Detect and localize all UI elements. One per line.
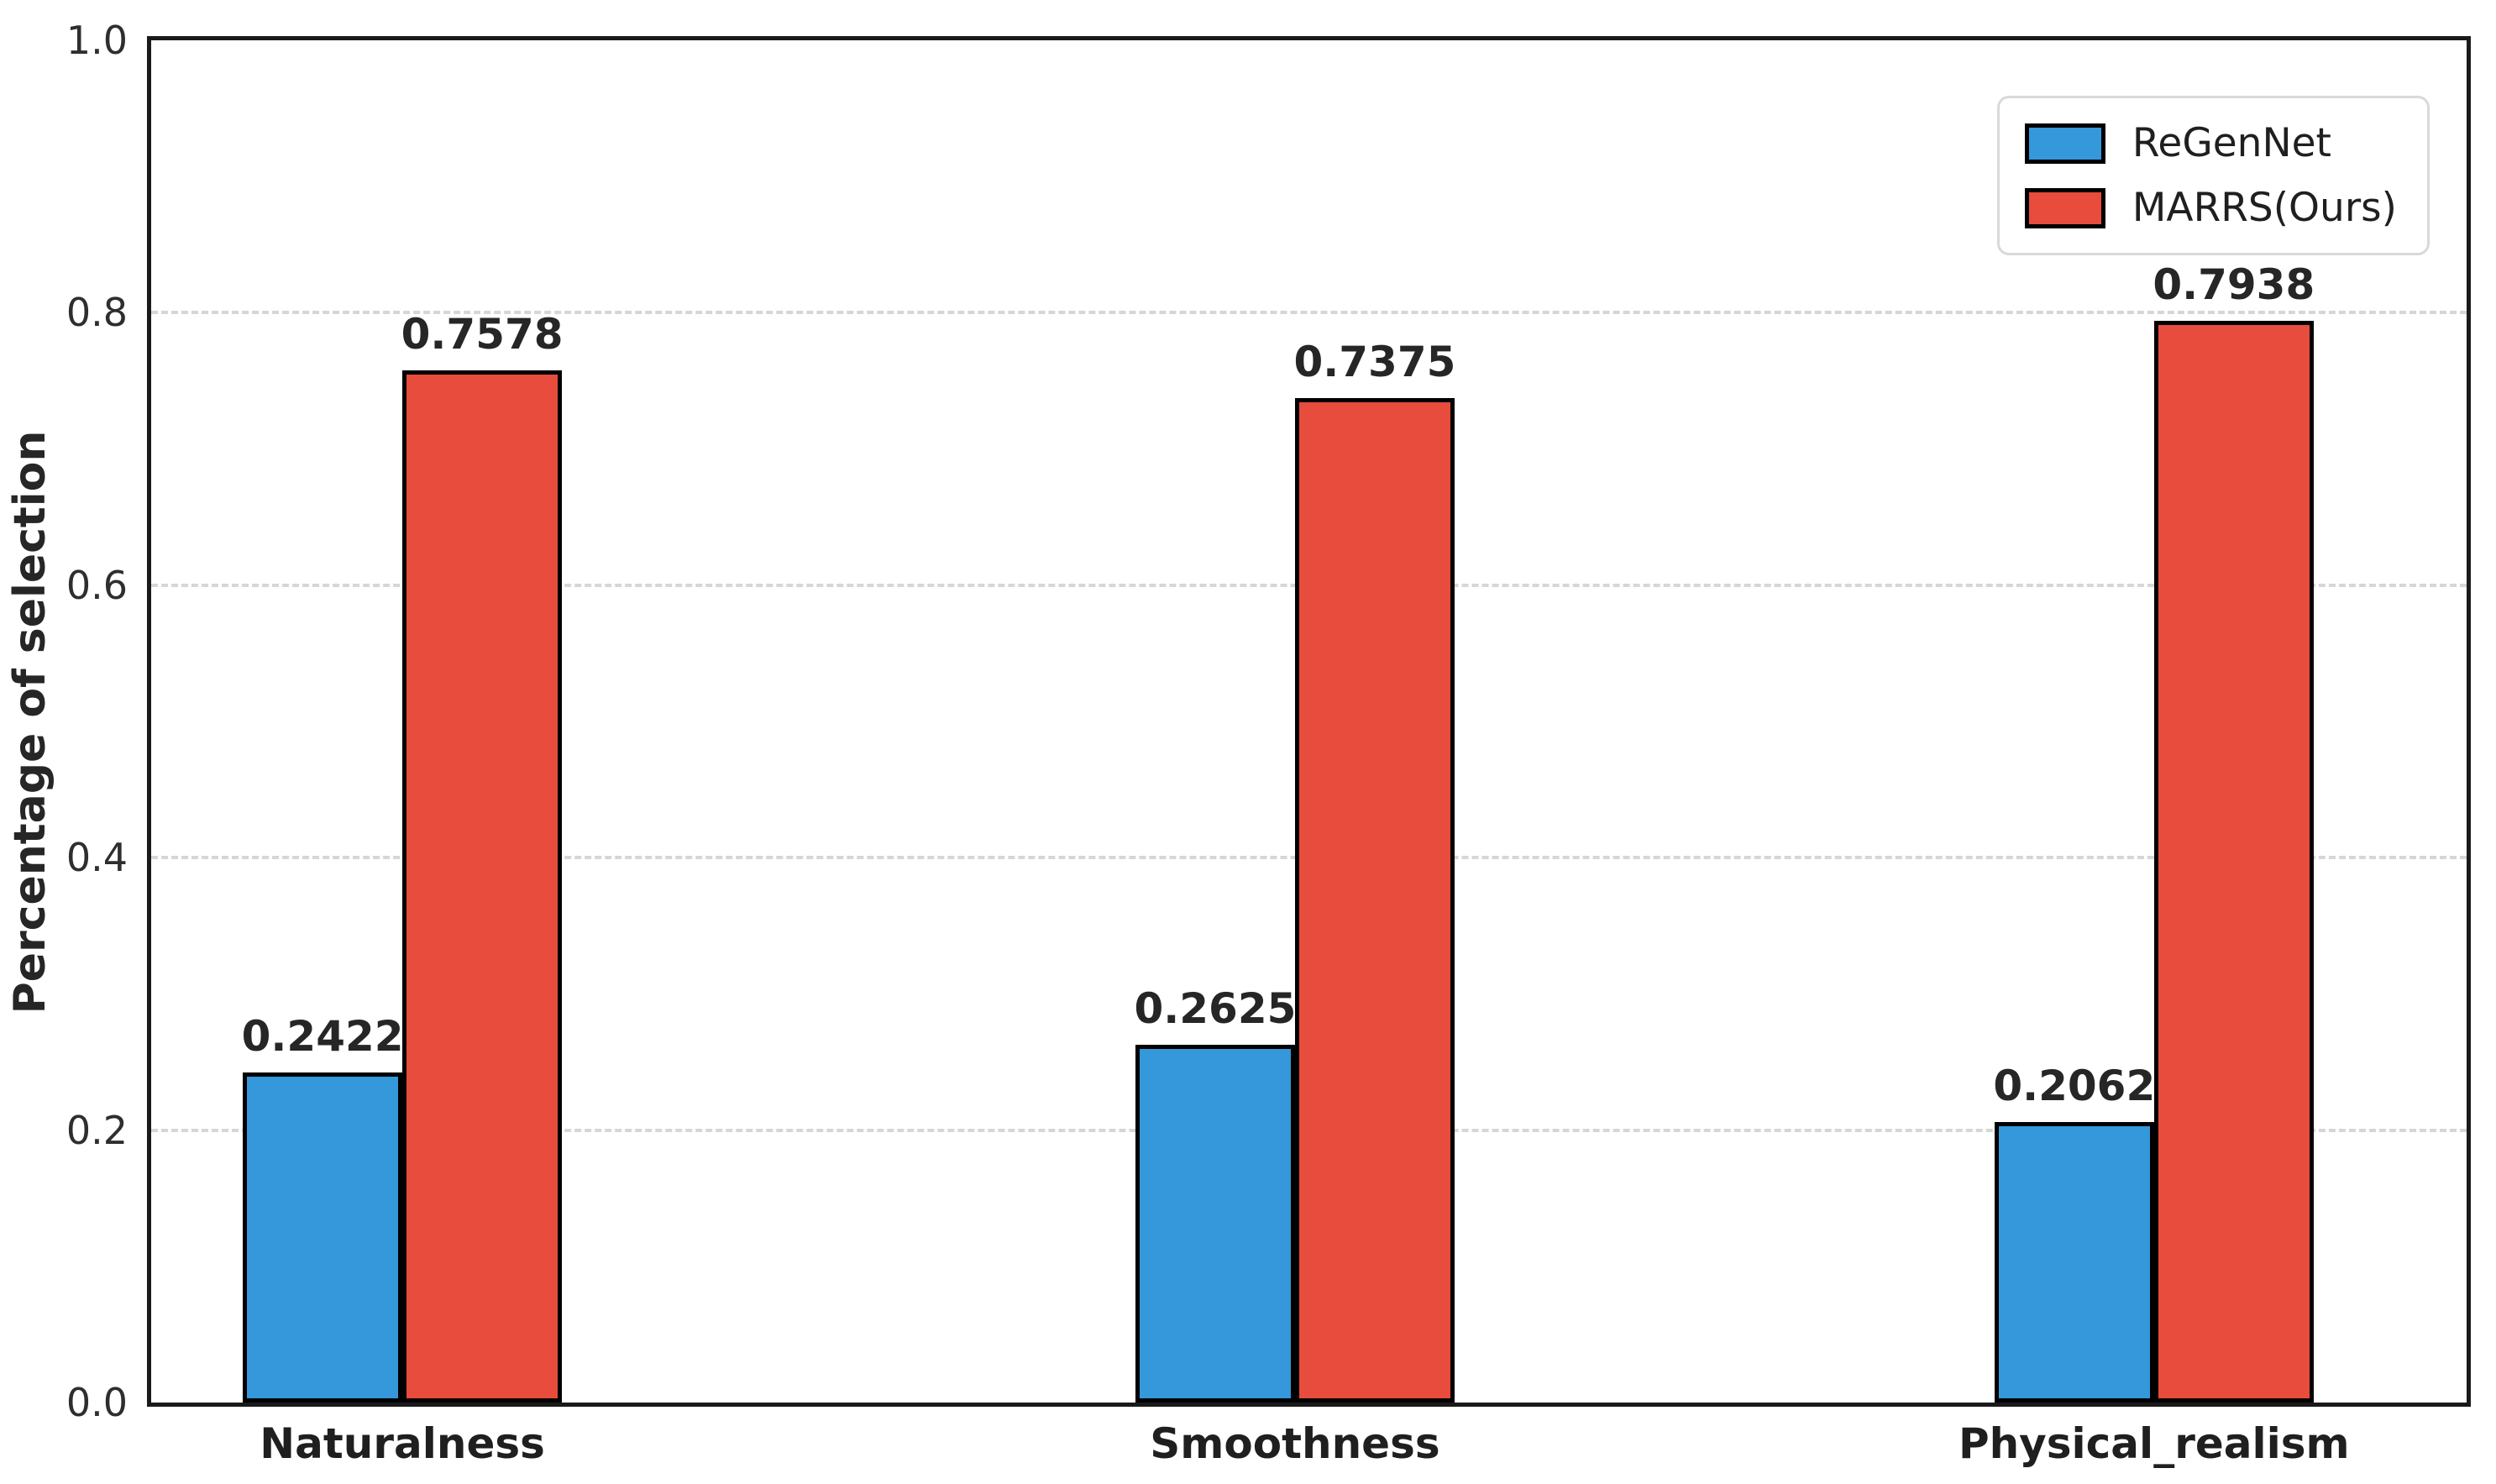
- y-tick-label: 0.0: [66, 1380, 128, 1425]
- bar-value-label: 0.7578: [401, 309, 564, 359]
- plot-area: ReGenNet MARRS(Ours) 0.2422 0.2625 0.2062 0.…: [147, 36, 2471, 1407]
- legend-label: ReGenNet: [2132, 120, 2331, 166]
- legend-swatch-icon: [2024, 123, 2105, 164]
- x-tick-label-physical_realism: Physical_realism: [1958, 1419, 2350, 1468]
- legend-label: MARRS(Ours): [2132, 185, 2397, 231]
- x-tick-label-smoothness: Smoothness: [1150, 1419, 1440, 1468]
- y-tick-label: 1.0: [66, 18, 128, 63]
- bar-value-label: 0.2062: [1993, 1061, 2156, 1110]
- bar-value-label: 0.7375: [1293, 337, 1456, 386]
- bar-value-label: 0.7938: [2153, 260, 2315, 310]
- y-tick-label: 0.8: [66, 290, 128, 336]
- y-tick-label: 0.4: [66, 835, 128, 881]
- bar-value-label: 0.2422: [241, 1012, 404, 1062]
- legend: ReGenNet MARRS(Ours): [1996, 96, 2430, 255]
- bar-regennet-physical_realism: [1994, 1121, 2154, 1403]
- legend-swatch-icon: [2024, 187, 2105, 228]
- bar-marrs-ours--smoothness: [1294, 397, 1455, 1403]
- legend-row: ReGenNet: [2024, 120, 2397, 166]
- bar-regennet-naturalness: [243, 1072, 403, 1403]
- y-axis-label: Percentage of selection: [5, 430, 55, 1015]
- legend-row: MARRS(Ours): [2024, 185, 2397, 231]
- bar-regennet-smoothness: [1135, 1045, 1295, 1403]
- bar-marrs-ours--physical_realism: [2153, 321, 2314, 1403]
- gridline-0.8: [151, 311, 2467, 315]
- x-tick-label-naturalness: Naturalness: [260, 1419, 545, 1468]
- y-tick-label: 0.6: [66, 562, 128, 608]
- bar-value-label: 0.2625: [1134, 984, 1297, 1034]
- bar-marrs-ours--naturalness: [402, 370, 563, 1403]
- y-tick-label: 0.2: [66, 1107, 128, 1153]
